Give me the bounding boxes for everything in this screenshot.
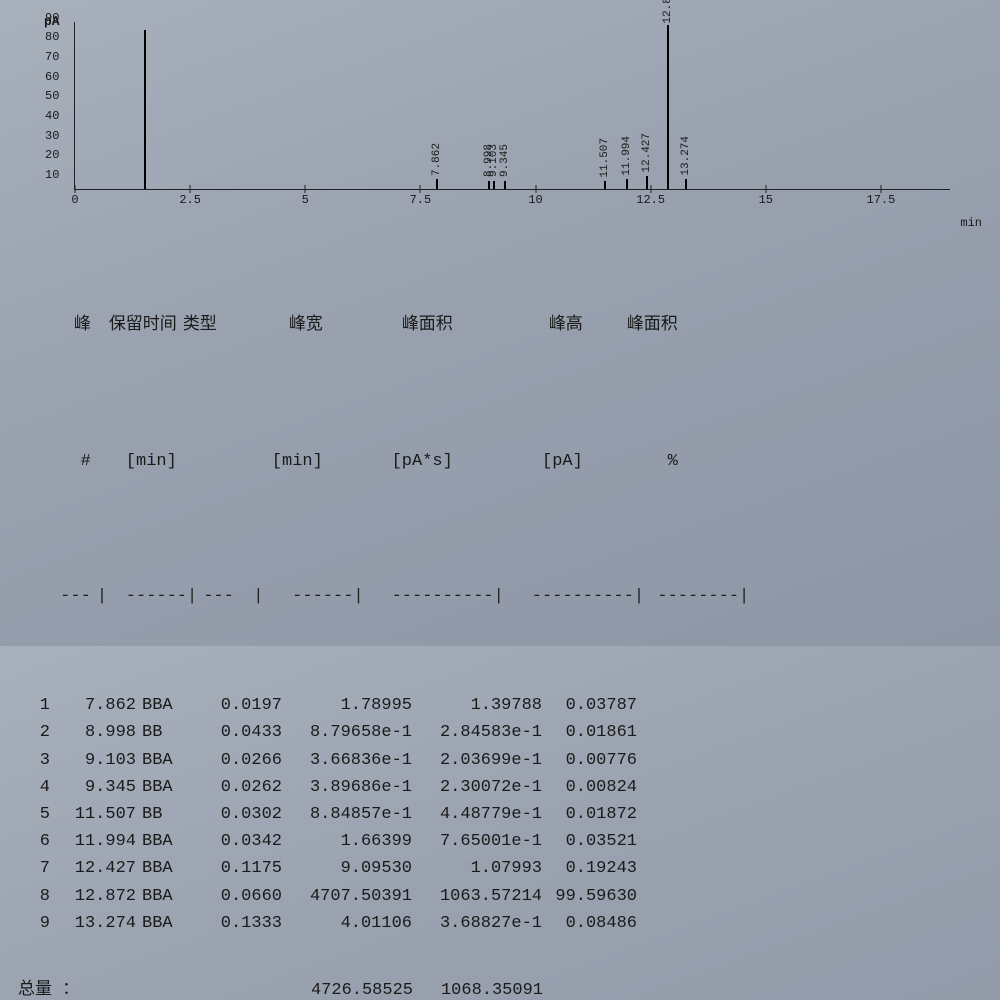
x-tick: 10 bbox=[528, 193, 542, 207]
x-tick: 12.5 bbox=[636, 193, 665, 207]
peak-label: 7.862 bbox=[431, 143, 443, 176]
table-row: 39.103BBA0.02663.66836e-12.03699e-10.007… bbox=[18, 747, 982, 774]
peak-bar bbox=[504, 181, 506, 189]
y-tick: 30 bbox=[45, 129, 59, 143]
total-area: 4726.58525 bbox=[118, 981, 413, 1000]
totals-row: 总量 ：4726.585251068.35091 bbox=[18, 974, 982, 1000]
y-tick: 20 bbox=[45, 148, 59, 162]
chromatogram-chart: pA 10203040506070809002.557.51012.51517.… bbox=[18, 12, 982, 212]
peak-bar bbox=[685, 179, 687, 189]
totals-label: 总量 ： bbox=[18, 974, 118, 1000]
y-tick: 50 bbox=[45, 89, 59, 103]
table-header-row-1: 峰保留时间类型峰宽峰面积峰高峰面积 bbox=[18, 284, 982, 366]
y-tick: 70 bbox=[45, 50, 59, 64]
peak-bar bbox=[604, 181, 606, 189]
peak-label: 12.427 bbox=[641, 133, 653, 173]
peak-label: 13.274 bbox=[680, 136, 692, 176]
x-tick: 15 bbox=[759, 193, 773, 207]
peak-label: 11.507 bbox=[599, 138, 611, 178]
table-row: 49.345BBA0.02623.89686e-12.30072e-10.008… bbox=[18, 774, 982, 801]
peak-bar bbox=[626, 179, 628, 189]
x-tick: 0 bbox=[71, 193, 78, 207]
table-row: 28.998BB0.04338.79658e-12.84583e-10.0186… bbox=[18, 719, 982, 746]
peak-label: 11.994 bbox=[621, 136, 633, 176]
x-axis-unit: min bbox=[960, 216, 982, 230]
table-row: 712.427BBA0.11759.095301.079930.19243 bbox=[18, 855, 982, 882]
y-tick: 80 bbox=[45, 30, 59, 44]
x-tick: 7.5 bbox=[410, 193, 432, 207]
y-tick: 10 bbox=[45, 168, 59, 182]
x-tick: 17.5 bbox=[867, 193, 896, 207]
table-row: 913.274BBA0.13334.011063.68827e-10.08486 bbox=[18, 910, 982, 937]
y-tick: 40 bbox=[45, 109, 59, 123]
y-tick: 60 bbox=[45, 70, 59, 84]
peak-label: 9.345 bbox=[499, 144, 511, 177]
peak-bar bbox=[488, 181, 490, 189]
table-row: 17.862BBA0.01971.789951.397880.03787 bbox=[18, 692, 982, 719]
total-height: 1068.35091 bbox=[413, 981, 543, 1000]
peak-bar bbox=[646, 176, 648, 189]
peak-bar bbox=[493, 181, 495, 189]
table-header-row-2: #[min][min][pA*s][pA]% bbox=[18, 420, 982, 502]
table-row: 511.507BB0.03028.84857e-14.48779e-10.018… bbox=[18, 801, 982, 828]
solvent-spike bbox=[144, 30, 146, 189]
plot-area: 10203040506070809002.557.51012.51517.57.… bbox=[74, 22, 950, 190]
x-tick: 2.5 bbox=[179, 193, 201, 207]
peak-bar bbox=[436, 179, 438, 189]
peak-label: 12.872 bbox=[662, 0, 674, 24]
table-row: 812.872BBA0.06604707.503911063.5721499.5… bbox=[18, 883, 982, 910]
y-tick: 90 bbox=[45, 11, 59, 25]
table-row: 611.994BBA0.03421.663997.65001e-10.03521 bbox=[18, 828, 982, 855]
table-separator: ---|------|---|------|----------|-------… bbox=[18, 556, 982, 638]
x-tick: 5 bbox=[302, 193, 309, 207]
peak-bar bbox=[667, 25, 669, 189]
peak-table: 峰保留时间类型峰宽峰面积峰高峰面积 #[min][min][pA*s][pA]%… bbox=[18, 230, 982, 964]
